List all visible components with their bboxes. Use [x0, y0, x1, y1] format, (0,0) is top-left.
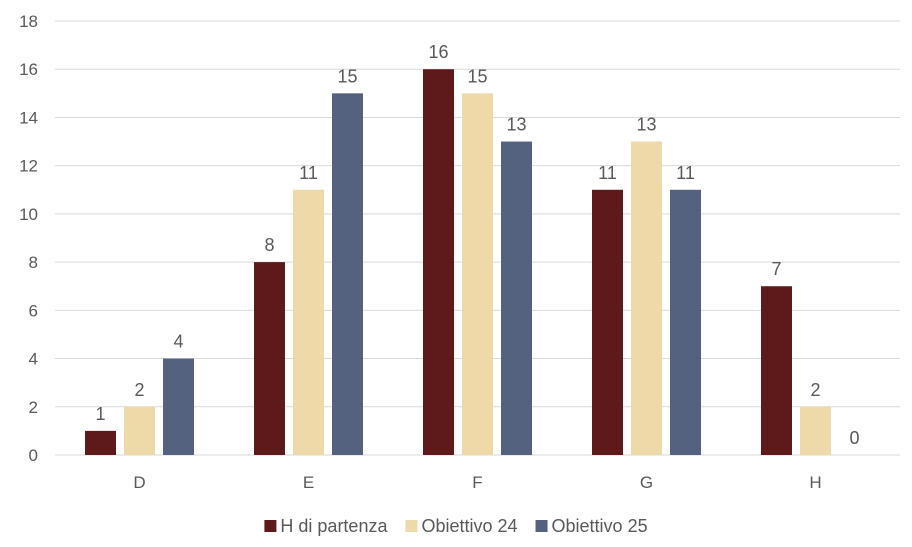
data-label: 15: [337, 66, 357, 86]
legend-label: Obiettivo 24: [421, 516, 517, 536]
legend: H di partenza Obiettivo 24 Obiettivo 25: [264, 516, 648, 536]
bar-F-series-1: [423, 69, 454, 455]
data-label: 11: [299, 163, 318, 183]
data-label: 13: [506, 115, 526, 135]
bar-H-series-2: [800, 406, 831, 455]
data-label: 1: [95, 404, 105, 424]
data-label: 8: [264, 235, 274, 255]
bars: [85, 69, 831, 456]
y-tick-label: 4: [29, 350, 38, 369]
bar-F-series-2: [462, 93, 493, 455]
data-label: 2: [810, 380, 820, 400]
x-category-label: F: [472, 473, 482, 492]
bar-D-series-2: [124, 406, 155, 455]
data-label: 15: [467, 66, 487, 86]
bar-D-series-1: [85, 430, 116, 455]
bar-D-series-3: [163, 358, 194, 455]
y-tick-label: 18: [19, 12, 38, 31]
y-tick-label: 2: [29, 398, 38, 417]
y-tick-label: 10: [19, 205, 38, 224]
legend-label: Obiettivo 25: [552, 516, 648, 536]
y-tick-label: 16: [19, 60, 38, 79]
bar-G-series-2: [631, 141, 662, 456]
x-category-label: G: [640, 473, 653, 492]
bar-H-series-1: [761, 286, 792, 455]
bar-E-series-2: [293, 189, 324, 455]
y-axis-tick-labels: 0 2 4 6 8 10 12 14 16 18: [19, 12, 38, 465]
legend-item-1: H di partenza: [264, 516, 388, 536]
x-category-label: E: [303, 473, 314, 492]
data-label: 16: [428, 42, 448, 62]
legend-swatch: [264, 520, 277, 532]
data-label: 7: [771, 259, 781, 279]
bar-E-series-1: [254, 262, 285, 455]
legend-swatch: [405, 520, 418, 532]
legend-swatch: [535, 520, 548, 532]
y-tick-label: 14: [19, 108, 38, 127]
data-labels: 1 2 4 8 11 15 16 15 13 11 13 11 7 2 0: [95, 42, 859, 448]
x-category-label: H: [809, 473, 821, 492]
data-label: 2: [134, 380, 144, 400]
data-label: 11: [676, 163, 695, 183]
legend-item-2: Obiettivo 24: [405, 516, 518, 536]
y-tick-label: 8: [29, 253, 38, 272]
data-label: 0: [849, 428, 859, 448]
bar-G-series-3: [670, 189, 701, 455]
bar-G-series-1: [592, 189, 623, 455]
x-axis-category-labels: D E F G H: [133, 473, 821, 492]
legend-item-3: Obiettivo 25: [535, 516, 648, 536]
x-category-label: D: [133, 473, 145, 492]
bar-F-series-3: [501, 141, 532, 456]
bar-E-series-3: [332, 93, 363, 455]
legend-label: H di partenza: [280, 516, 388, 536]
data-label: 4: [173, 332, 183, 352]
y-tick-label: 12: [19, 157, 38, 176]
data-label: 11: [598, 163, 617, 183]
y-tick-label: 6: [29, 301, 38, 320]
data-label: 13: [636, 115, 656, 135]
y-tick-label: 0: [29, 446, 38, 465]
